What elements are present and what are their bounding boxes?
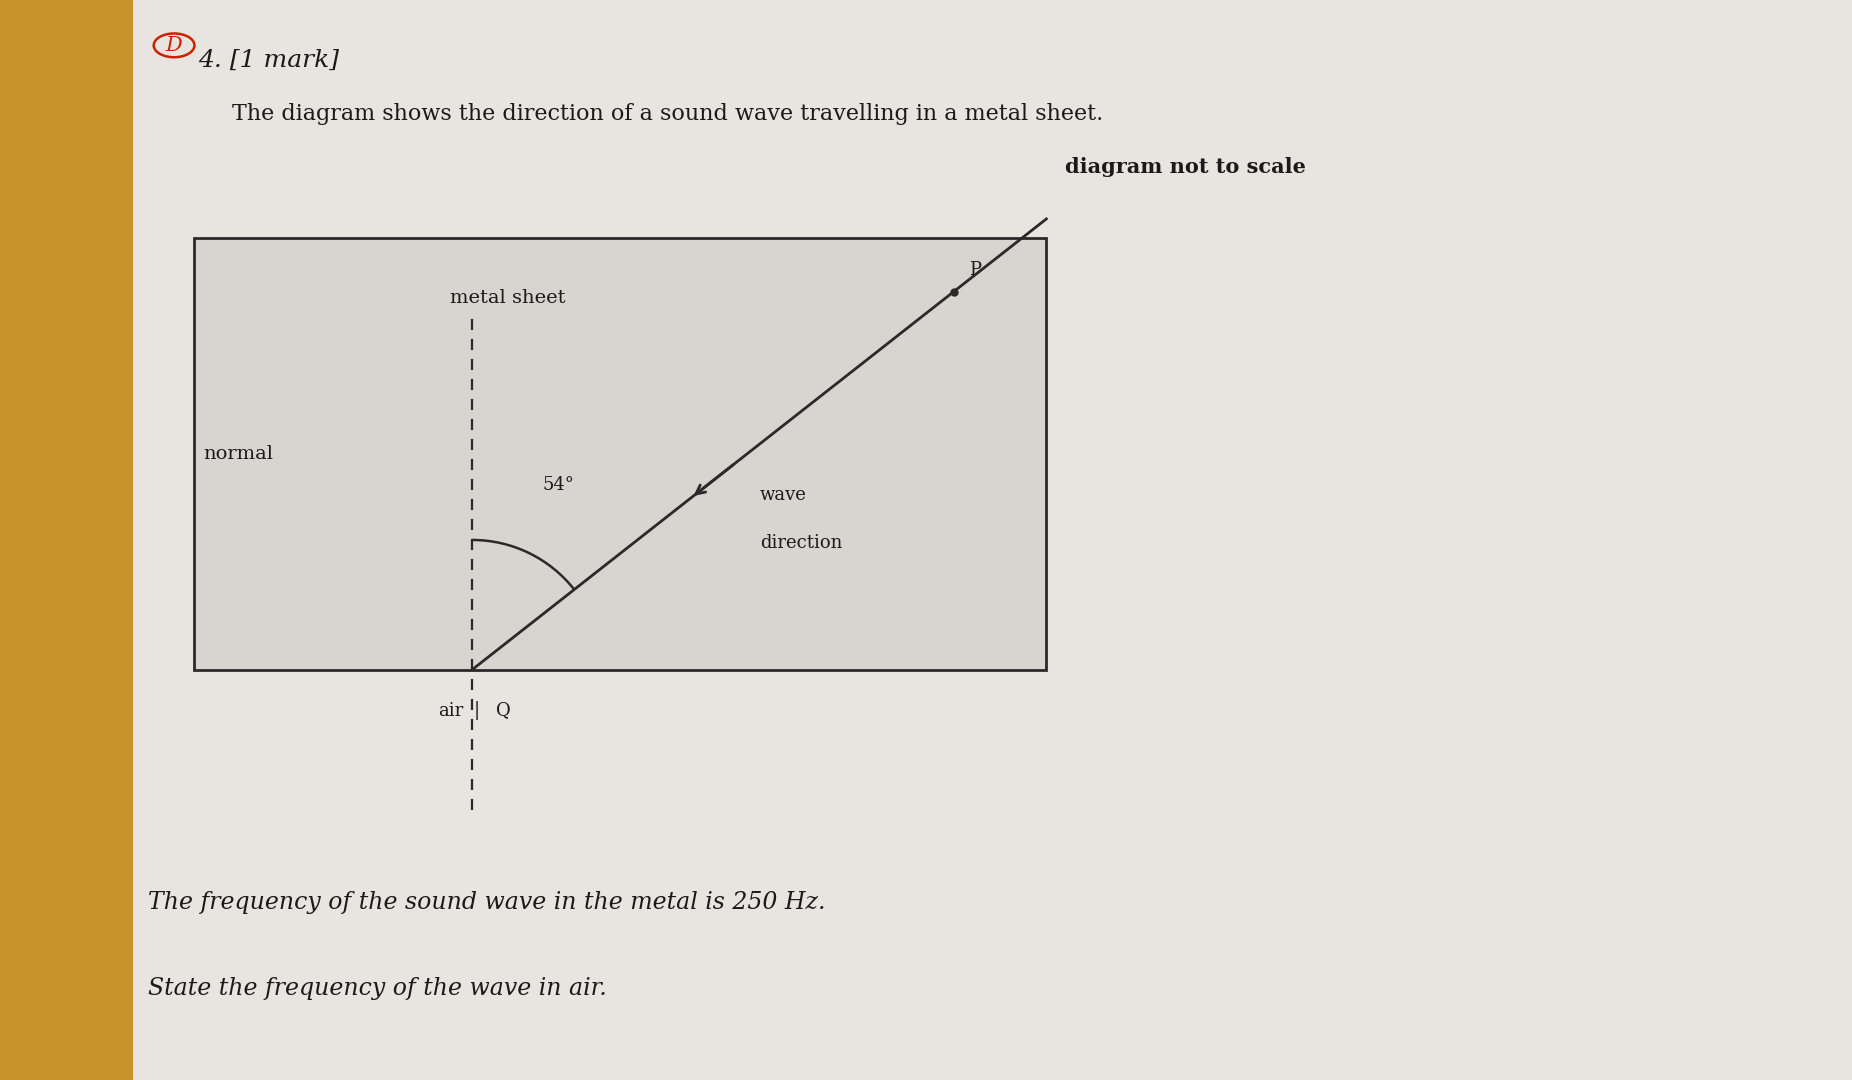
Text: P: P (969, 260, 980, 279)
Bar (194, 238, 1046, 670)
Text: air: air (437, 702, 463, 719)
Text: normal: normal (204, 445, 274, 462)
Text: diagram not to scale: diagram not to scale (1065, 157, 1306, 177)
Text: The frequency of the sound wave in the metal is 250 Hz.: The frequency of the sound wave in the m… (148, 891, 826, 914)
Text: Q: Q (496, 702, 511, 719)
Text: metal sheet: metal sheet (450, 289, 565, 308)
Text: wave: wave (759, 486, 807, 503)
Text: D: D (165, 36, 183, 55)
Text: |: | (474, 701, 480, 720)
Text: 54°: 54° (543, 476, 574, 494)
Text: The diagram shows the direction of a sound wave travelling in a metal sheet.: The diagram shows the direction of a sou… (232, 103, 1102, 124)
Text: State the frequency of the wave in air.: State the frequency of the wave in air. (148, 977, 607, 1000)
Text: direction: direction (759, 535, 843, 552)
Text: 4. [1 mark]: 4. [1 mark] (198, 49, 339, 71)
Bar (0, 0, 139, 1080)
Bar (194, 238, 1046, 670)
